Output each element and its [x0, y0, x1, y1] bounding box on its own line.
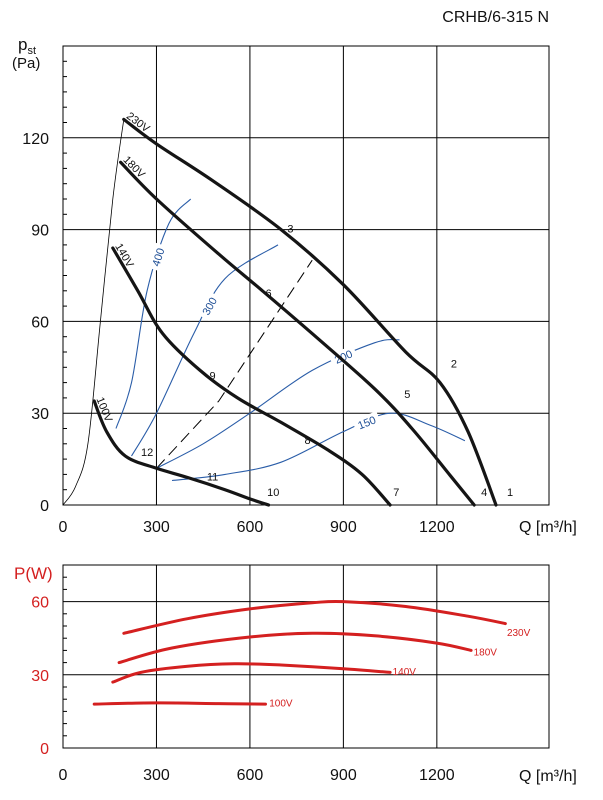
pressure-y-tick-30: 30	[31, 406, 49, 423]
operating-point-2: 2	[451, 358, 457, 370]
pressure-curve-230v	[124, 119, 496, 505]
fan-performance-figure: CRHB/6-315 N 0 300 600 900 12000306090120 40…	[0, 0, 603, 800]
power-tick-labels: 0 300 600 900 1200 0 30 60	[31, 595, 455, 784]
power-curve-label-140v: 140V	[393, 667, 417, 678]
pressure-y-axis-label: pst	[18, 35, 36, 57]
power-series	[94, 601, 505, 704]
operating-point-3: 3	[287, 224, 293, 236]
power-x-axis-label: Q [m³/h]	[519, 768, 577, 785]
pressure-y-tick-60: 60	[31, 314, 49, 331]
pressure-x-axis-label: Q [m³/h]	[519, 519, 577, 536]
rpm-curve-300	[132, 245, 279, 456]
power-chart: 0 300 600 900 1200 0 30 60 230V 180V 140V 100V P(W…	[14, 564, 577, 785]
rpm-curve-150	[172, 413, 465, 480]
pressure-y-tick-120: 120	[22, 131, 49, 148]
pressure-y-label-symbol: p	[18, 35, 27, 54]
pressure-y-tick-90: 90	[31, 223, 49, 240]
pressure-curve-180v	[121, 162, 475, 505]
operating-point-10: 10	[267, 487, 279, 499]
operating-point-12: 12	[141, 447, 153, 459]
chart-title: CRHB/6-315 N	[442, 9, 549, 26]
pressure-y-tick-0: 0	[40, 498, 49, 515]
pressure-x-tick-0: 0	[59, 519, 68, 536]
power-x-tick-600: 600	[237, 767, 264, 784]
power-curve-label-180v: 180V	[474, 647, 498, 658]
operating-point-5: 5	[404, 389, 410, 401]
power-y-tick-60: 60	[31, 595, 49, 612]
operating-point-11: 11	[207, 472, 218, 484]
operating-point-7: 7	[393, 487, 399, 499]
power-curve-180v	[119, 633, 471, 662]
operating-point-1: 1	[507, 487, 513, 499]
pressure-system-lines	[63, 119, 312, 505]
power-series-labels: 230V 180V 140V 100V	[269, 628, 530, 710]
pressure-x-tick-600: 600	[237, 519, 264, 536]
power-curve-100v	[94, 703, 265, 704]
power-y-axis-label: P(W)	[14, 564, 53, 583]
pressure-x-tick-300: 300	[143, 519, 170, 536]
operating-point-8: 8	[304, 435, 310, 447]
pressure-y-axis-unit: (Pa)	[12, 55, 40, 72]
power-curve-140v	[113, 664, 390, 682]
power-curve-label-230v: 230V	[507, 628, 531, 639]
power-y-tick-30: 30	[31, 668, 49, 685]
power-x-tick-900: 900	[330, 767, 357, 784]
power-curve-label-100v: 100V	[269, 699, 293, 710]
power-x-tick-0: 0	[59, 767, 68, 784]
pressure-x-tick-1200: 1200	[419, 519, 455, 536]
power-curve-230v	[124, 601, 506, 633]
operating-point-6: 6	[266, 288, 272, 300]
power-x-tick-300: 300	[143, 767, 170, 784]
power-x-tick-1200: 1200	[419, 767, 455, 784]
rpm-curve-200	[157, 340, 400, 469]
operating-point-9: 9	[209, 371, 215, 383]
power-y-tick-0: 0	[40, 741, 49, 758]
rpm-curve-400	[116, 199, 191, 429]
pressure-x-tick-900: 900	[330, 519, 357, 536]
operating-point-4: 4	[481, 487, 487, 499]
